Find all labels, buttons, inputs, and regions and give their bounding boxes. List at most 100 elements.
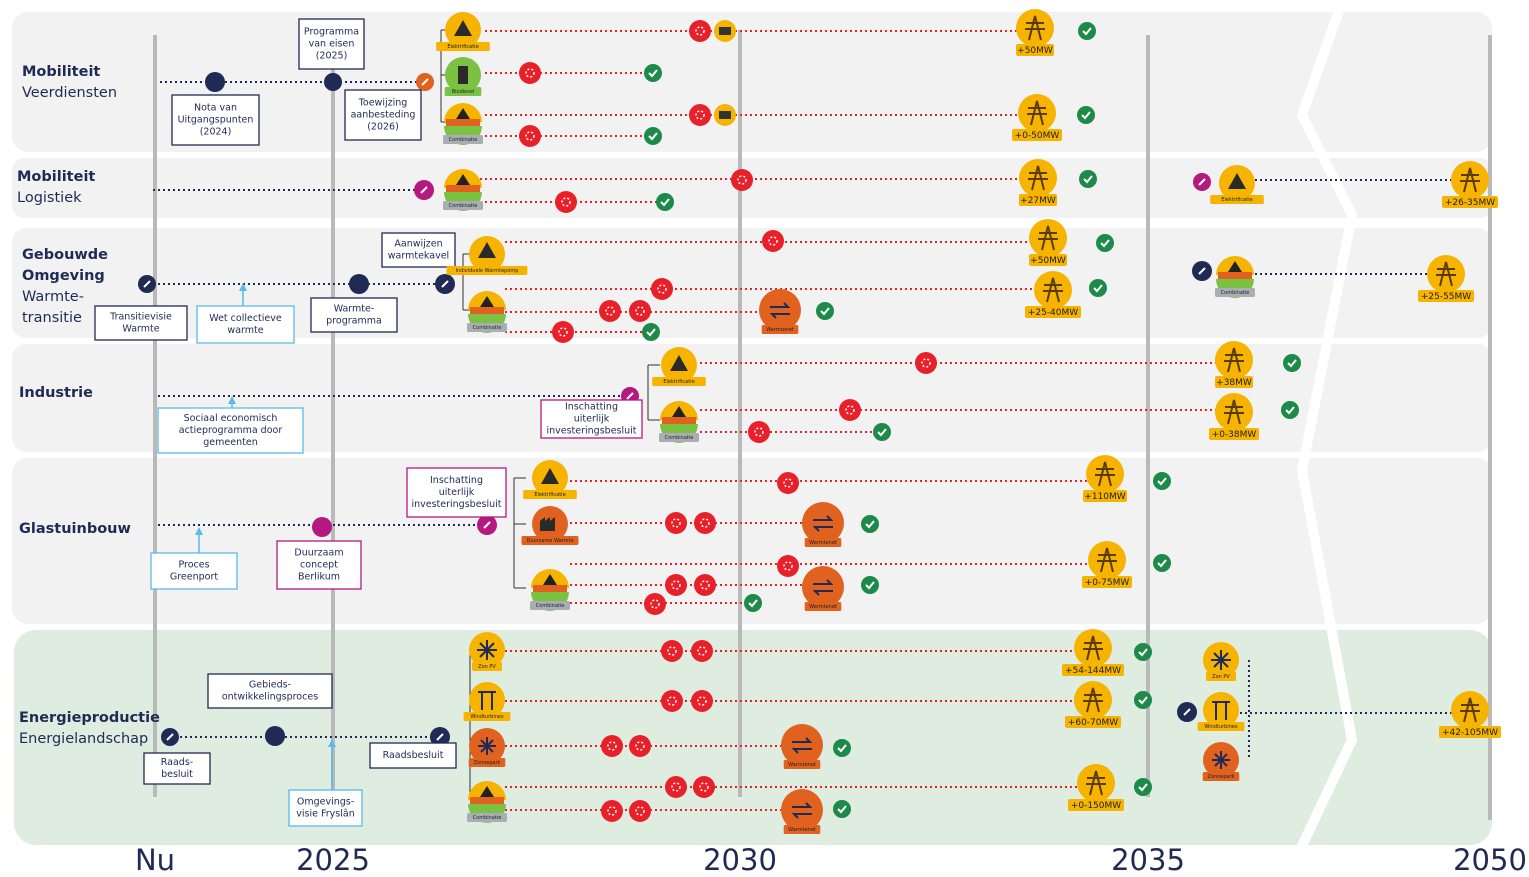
hurdle-glyph (605, 306, 615, 316)
note-text: Wet collectieve (209, 313, 282, 324)
capacity-label: +27MW (1020, 196, 1056, 206)
icon-label: Elektrificatie (1221, 197, 1252, 203)
note-box (150, 552, 238, 590)
icon-tag (436, 42, 490, 51)
capacity-tag (1068, 799, 1124, 811)
icon-glyph (456, 108, 470, 119)
note-text: ontwikkelingsproces (222, 692, 318, 703)
check (656, 193, 674, 211)
check-glyph (865, 581, 875, 590)
row-subtitle: Energielandschap (19, 731, 148, 747)
pylon-glyph (1083, 635, 1103, 661)
check (1283, 354, 1301, 372)
note-text: gemeenten (203, 437, 257, 448)
check (1079, 170, 1097, 188)
hurdle (839, 399, 861, 421)
note-box (207, 673, 333, 709)
check (873, 423, 891, 441)
hurdle (629, 735, 651, 757)
capacity-tag (1065, 716, 1121, 728)
icon-tag (468, 758, 506, 767)
capacity-label: +0-50MW (1015, 131, 1060, 141)
icon-label: Zon PV (478, 664, 496, 670)
icon (802, 566, 844, 608)
icon-label: Elektrificatie (447, 44, 478, 50)
hurdle-glyph (768, 236, 778, 246)
icon-glyph (458, 66, 468, 84)
capacity-label: +54-144MW (1065, 666, 1121, 676)
hurdle-glyph (635, 806, 645, 816)
note-text: Transitievisie (109, 312, 172, 323)
check (1077, 106, 1095, 124)
note-arrow (228, 396, 236, 404)
note-text: (2026) (367, 122, 399, 133)
note-text: Aanwijzen (394, 239, 442, 250)
icon-glyph (540, 517, 555, 531)
note-text: Inschatting (430, 475, 483, 486)
note-text: Greenport (170, 572, 219, 583)
check-glyph (1287, 359, 1297, 368)
milestone-glyph (1198, 267, 1206, 275)
hurdle (748, 421, 770, 443)
hurdle-glyph (525, 68, 535, 78)
icon-label: Zon PV (1212, 674, 1230, 680)
note-text: Uitgangspunten (178, 115, 254, 126)
hurdle-glyph (650, 599, 660, 609)
check-glyph (1157, 477, 1167, 486)
note-text: Raads- (161, 757, 193, 768)
note-text: (2025) (316, 51, 348, 62)
hurdle (689, 20, 711, 42)
hurdle (762, 230, 784, 252)
icon (470, 797, 504, 805)
check (861, 515, 879, 533)
check (833, 739, 851, 757)
check (1078, 22, 1096, 40)
capacity-tag (1029, 254, 1067, 266)
hurdle (689, 104, 711, 126)
icon-glyph (1212, 701, 1230, 720)
capacity-tag (1025, 306, 1081, 318)
check-glyph (1138, 648, 1148, 657)
time-label: 2035 (1111, 843, 1185, 877)
hurdle-glyph (783, 478, 793, 488)
note-text: Programma (304, 27, 359, 38)
note-text: Duurzaam (294, 548, 343, 559)
capacity-label: +0-150MW (1071, 801, 1121, 811)
note-text: actieprogramma door (179, 425, 283, 436)
check-glyph (837, 805, 847, 814)
note-box (344, 89, 422, 141)
check (1089, 279, 1107, 297)
hurdle (629, 800, 651, 822)
check-glyph (1138, 783, 1148, 792)
icon-label: Combinatie (473, 815, 502, 821)
hurdle-glyph (719, 27, 731, 35)
milestone (312, 517, 332, 537)
milestone-glyph (1183, 708, 1191, 716)
capacity-label: +38MW (1216, 378, 1252, 388)
check (1134, 643, 1152, 661)
icon-glyph (456, 174, 470, 185)
check-glyph (837, 744, 847, 753)
icon-label: Duurzame Warmte (526, 538, 573, 544)
check (833, 800, 851, 818)
icon-label: Zonnepark (473, 760, 500, 766)
note-box (298, 18, 365, 70)
note-text: concept (300, 560, 338, 571)
icon-glyph (1212, 751, 1230, 769)
note-box (94, 305, 188, 341)
hurdle (694, 512, 716, 534)
hurdle (691, 690, 713, 712)
milestone (265, 726, 285, 746)
icon-label: Windturbines (470, 714, 504, 720)
note-arrow (195, 527, 203, 535)
hurdle-glyph (607, 806, 617, 816)
note-text: van eisen (309, 39, 355, 50)
note-box (171, 94, 260, 146)
capacity-label: +50MW (1030, 256, 1066, 266)
row-title: Energieproductie (19, 710, 160, 726)
row-subtitle: Warmte- (22, 289, 84, 305)
capacity-label: +60-70MW (1068, 718, 1118, 728)
icon-tag (804, 538, 842, 547)
note-text: Warmte (122, 324, 159, 335)
hurdle-glyph (607, 741, 617, 751)
